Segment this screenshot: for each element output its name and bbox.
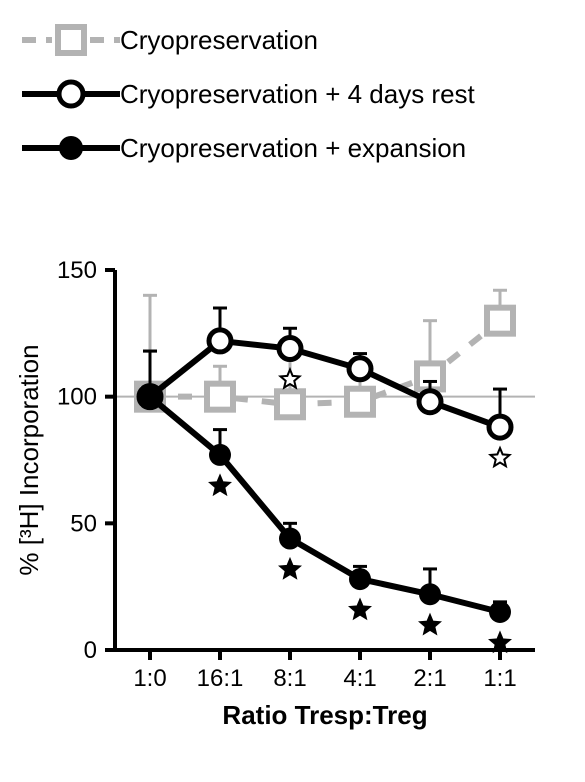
open-square-icon <box>22 22 120 58</box>
legend-label: Cryopreservation + expansion <box>120 133 466 164</box>
svg-text:% [³H] Incorporation: % [³H] Incorporation <box>14 344 44 575</box>
svg-text:1:1: 1:1 <box>483 665 516 692</box>
legend-item-rest: Cryopreservation + 4 days rest <box>22 76 575 112</box>
legend-label: Cryopreservation <box>120 25 318 56</box>
suppression-chart: 0 50 100 150 1:0 16:1 8:1 4:1 2:1 1:1 % [³H] Incor… <box>0 250 585 782</box>
legend: Cryopreservation Cryopreservation + 4 da… <box>0 0 585 166</box>
legend-item-cryo: Cryopreservation <box>22 22 575 58</box>
svg-text:4:1: 4:1 <box>343 665 376 692</box>
open-circle-icon <box>22 76 120 112</box>
svg-text:150: 150 <box>57 257 97 284</box>
svg-text:50: 50 <box>70 510 97 537</box>
filled-circle-icon <box>22 130 120 166</box>
svg-text:1:0: 1:0 <box>133 665 166 692</box>
svg-text:8:1: 8:1 <box>273 665 306 692</box>
legend-item-expansion: Cryopreservation + expansion <box>22 130 575 166</box>
legend-label: Cryopreservation + 4 days rest <box>120 79 475 110</box>
svg-text:2:1: 2:1 <box>413 665 446 692</box>
svg-text:100: 100 <box>57 384 97 411</box>
svg-text:16:1: 16:1 <box>197 665 244 692</box>
svg-text:0: 0 <box>84 637 97 664</box>
svg-text:Ratio Tresp:Treg: Ratio Tresp:Treg <box>222 700 427 730</box>
